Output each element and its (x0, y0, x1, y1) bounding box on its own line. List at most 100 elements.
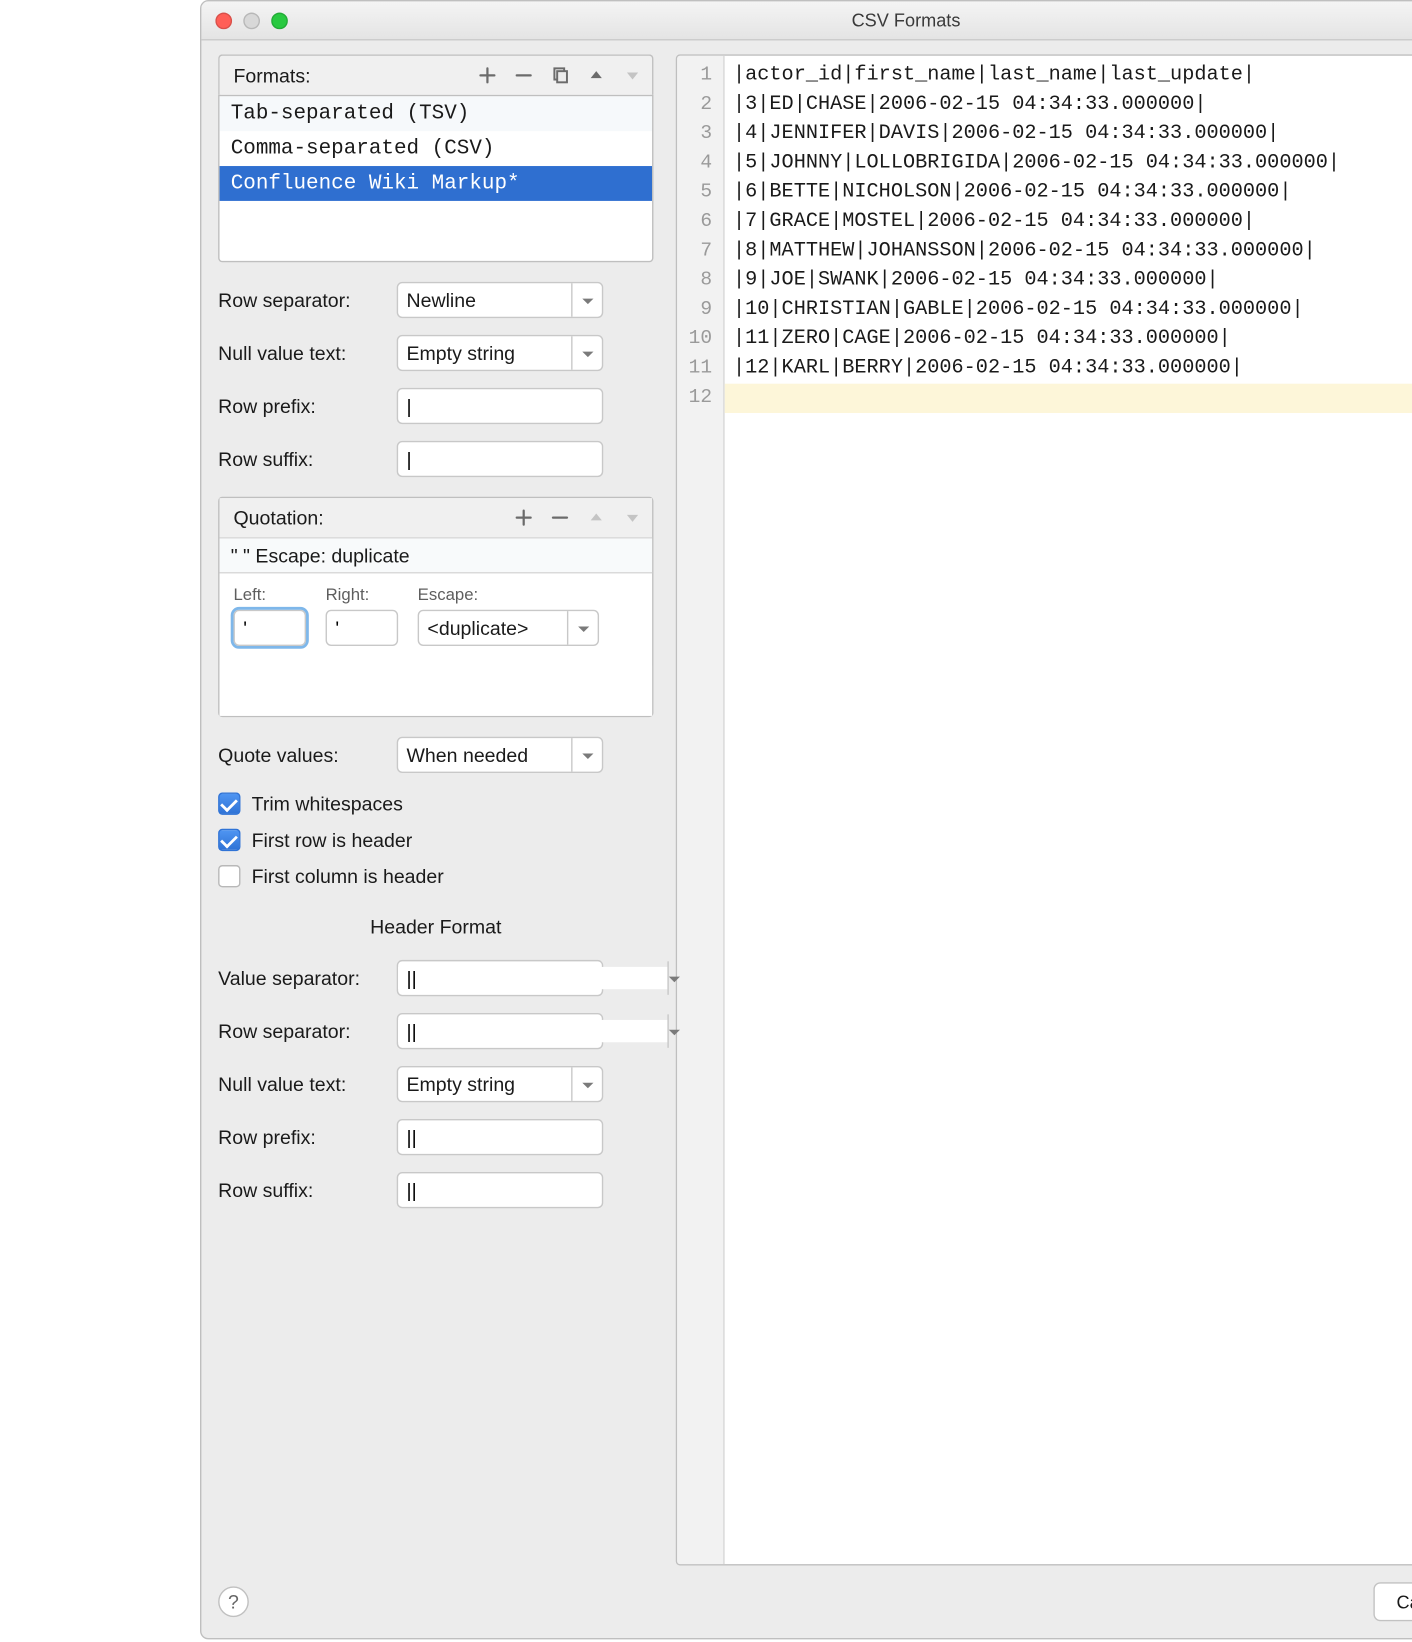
chevron-down-icon[interactable] (571, 738, 602, 771)
hf-row-sep-input[interactable] (398, 1020, 667, 1042)
hf-row-prefix-input[interactable] (398, 1120, 602, 1153)
header-format-title: Header Format (218, 915, 653, 937)
formats-header: Formats: (218, 54, 653, 94)
hf-row-suffix-input[interactable] (398, 1173, 602, 1206)
hf-null-text-value: Empty string (398, 1073, 571, 1095)
preview-line: |5|JOHNNY|LOLLOBRIGIDA|2006-02-15 04:34:… (733, 149, 1412, 178)
row-suffix-label: Row suffix: (218, 448, 383, 470)
row-prefix-input-wrap (397, 388, 603, 424)
add-quotation-button[interactable] (513, 506, 535, 528)
quote-values-combo[interactable]: When needed (397, 737, 603, 773)
preview-line: |3|ED|CHASE|2006-02-15 04:34:33.000000| (733, 91, 1412, 120)
quotation-row[interactable]: " " Escape: duplicate (220, 539, 653, 574)
hf-row-sep-combo[interactable] (397, 1013, 603, 1049)
hf-value-sep-input[interactable] (398, 967, 667, 989)
preview-line: |11|ZERO|CAGE|2006-02-15 04:34:33.000000… (733, 325, 1412, 354)
line-gutter: 123456789101112 (677, 56, 724, 1564)
help-button[interactable]: ? (218, 1586, 249, 1617)
quote-values-label: Quote values: (218, 744, 383, 766)
chevron-down-icon[interactable] (667, 1014, 680, 1047)
code-area[interactable]: |actor_id|first_name|last_name|last_upda… (725, 56, 1412, 1564)
move-up-button[interactable] (585, 64, 607, 86)
first-row-header-label: First row is header (252, 829, 413, 851)
content-area: Formats: (201, 40, 1412, 1576)
row-separator-value: Newline (398, 289, 571, 311)
quotation-right-input[interactable] (327, 611, 397, 644)
hf-value-sep-label: Value separator: (218, 967, 383, 989)
first-col-header-row: First column is header (218, 865, 653, 887)
checkbox-group: Trim whitespaces First row is header Fir… (218, 793, 653, 888)
quotation-escape-combo[interactable]: <duplicate> (418, 610, 599, 646)
row-prefix-label: Row prefix: (218, 395, 383, 417)
quotation-left-wrap (233, 610, 306, 646)
preview-line: |6|BETTE|NICHOLSON|2006-02-15 04:34:33.0… (733, 179, 1412, 208)
hf-row-sep-row: Row separator: (218, 1013, 653, 1049)
formats-section: Formats: (218, 54, 653, 262)
row-suffix-input-wrap (397, 441, 603, 477)
row-prefix-input[interactable] (398, 389, 602, 422)
preview-line: |actor_id|first_name|last_name|last_upda… (733, 61, 1412, 90)
hf-null-text-label: Null value text: (218, 1073, 383, 1095)
preview-line: |12|KARL|BERRY|2006-02-15 04:34:33.00000… (733, 354, 1412, 383)
null-text-label: Null value text: (218, 342, 383, 364)
null-text-value: Empty string (398, 342, 571, 364)
chevron-down-icon[interactable] (567, 611, 598, 644)
null-text-combo[interactable]: Empty string (397, 335, 603, 371)
chevron-down-icon[interactable] (667, 961, 680, 994)
trim-whitespace-row: Trim whitespaces (218, 793, 653, 815)
null-text-row: Null value text: Empty string (218, 335, 653, 371)
row-separator-row: Row separator: Newline (218, 282, 653, 318)
hf-null-text-row: Null value text: Empty string (218, 1066, 653, 1102)
chevron-down-icon[interactable] (571, 283, 602, 316)
hf-value-sep-combo[interactable] (397, 960, 603, 996)
quotation-left-input[interactable] (235, 611, 305, 644)
chevron-down-icon[interactable] (571, 336, 602, 369)
format-item[interactable]: Comma-separated (CSV) (220, 131, 653, 166)
formats-label: Formats: (233, 64, 310, 86)
cancel-button[interactable]: Cancel (1373, 1582, 1412, 1621)
preview-line: |10|CHRISTIAN|GABLE|2006-02-15 04:34:33.… (733, 296, 1412, 325)
preview-line: |4|JENNIFER|DAVIS|2006-02-15 04:34:33.00… (733, 120, 1412, 149)
formats-list[interactable]: Tab-separated (TSV)Comma-separated (CSV)… (218, 95, 653, 262)
remove-format-button[interactable] (513, 64, 535, 86)
hf-null-text-combo[interactable]: Empty string (397, 1066, 603, 1102)
quotation-label: Quotation: (233, 506, 323, 528)
footer-buttons: Cancel OK (1373, 1582, 1412, 1621)
preview-line: |9|JOE|SWANK|2006-02-15 04:34:33.000000| (733, 266, 1412, 295)
first-row-header-checkbox[interactable] (218, 829, 240, 851)
quotation-padding (220, 666, 653, 716)
quotation-inputs: Left: Right: Escape: (220, 573, 653, 665)
left-pane: Formats: (218, 54, 653, 1565)
row-separator-label: Row separator: (218, 289, 383, 311)
current-line (725, 384, 1412, 413)
trim-whitespace-label: Trim whitespaces (252, 793, 403, 815)
add-format-button[interactable] (476, 64, 498, 86)
remove-quotation-button[interactable] (549, 506, 571, 528)
hf-row-suffix-label: Row suffix: (218, 1179, 383, 1201)
quotation-move-down-button (621, 506, 643, 528)
row-separator-combo[interactable]: Newline (397, 282, 603, 318)
quotation-left-label: Left: (233, 585, 306, 605)
format-item[interactable]: Tab-separated (TSV) (220, 96, 653, 131)
hf-value-sep-row: Value separator: (218, 960, 653, 996)
quotation-toolbar (513, 506, 644, 528)
zoom-window-button[interactable] (271, 12, 288, 29)
chevron-down-icon[interactable] (571, 1067, 602, 1100)
hf-row-suffix-row: Row suffix: (218, 1172, 653, 1208)
window-controls (215, 12, 288, 29)
preview-line: |7|GRACE|MOSTEL|2006-02-15 04:34:33.0000… (733, 208, 1412, 237)
first-col-header-checkbox[interactable] (218, 865, 240, 887)
first-col-header-label: First column is header (252, 865, 444, 887)
quotation-escape-label: Escape: (418, 585, 599, 605)
copy-format-button[interactable] (549, 64, 571, 86)
footer: ? Cancel OK (201, 1577, 1412, 1638)
hf-row-prefix-label: Row prefix: (218, 1126, 383, 1148)
trim-whitespace-checkbox[interactable] (218, 793, 240, 815)
close-window-button[interactable] (215, 12, 232, 29)
row-suffix-input[interactable] (398, 442, 602, 475)
quotation-section: Quotation: (218, 497, 653, 717)
hf-row-suffix-wrap (397, 1172, 603, 1208)
preview-editor[interactable]: 123456789101112 |actor_id|first_name|las… (676, 54, 1412, 1565)
format-item[interactable]: Confluence Wiki Markup* (220, 166, 653, 201)
first-row-header-row: First row is header (218, 829, 653, 851)
